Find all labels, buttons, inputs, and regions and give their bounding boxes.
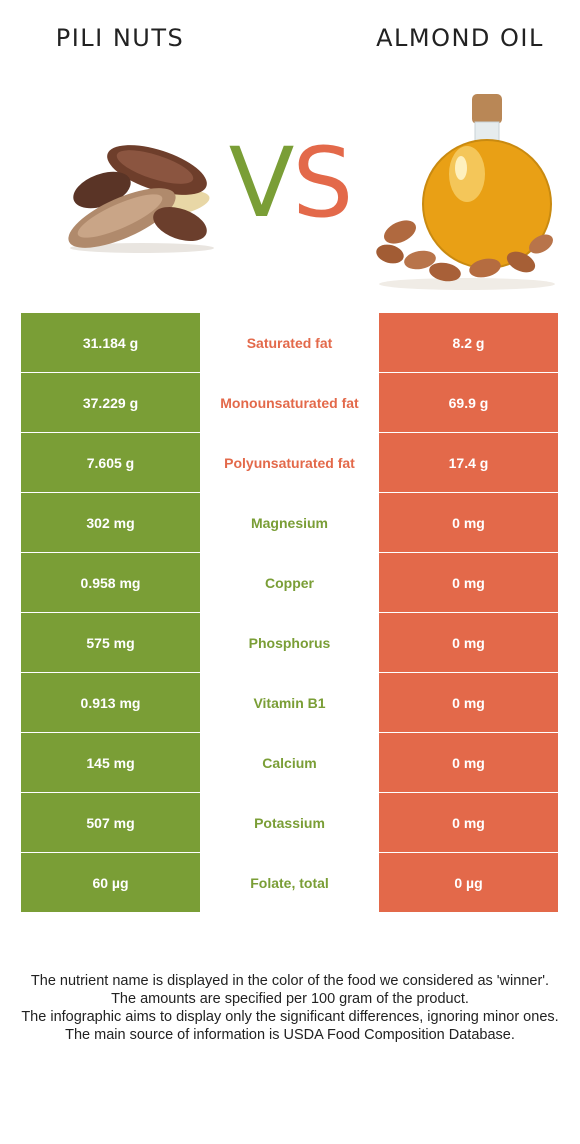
footer-line-4: The main source of information is USDA F… [65, 1027, 515, 1043]
left-value: 31.184 g [21, 313, 200, 373]
left-value: 60 µg [21, 852, 200, 913]
nutrient-name: Folate, total [200, 852, 379, 913]
nutrient-row: 7.605 g Polyunsaturated fat 17.4 g [21, 432, 558, 493]
nutrient-row: 0.958 mg Copper 0 mg [21, 552, 558, 613]
right-value: 0 mg [379, 612, 558, 673]
footer-line-1: The nutrient name is displayed in the co… [30, 973, 550, 989]
vs-v: V [228, 127, 295, 239]
pili-nuts-image [68, 145, 214, 253]
left-value: 0.958 mg [21, 552, 200, 613]
nutrient-row: 507 mg Potassium 0 mg [21, 792, 558, 853]
nutrient-name: Calcium [200, 732, 379, 793]
right-value: 69.9 g [379, 372, 558, 433]
right-value: 0 mg [379, 792, 558, 853]
footer-line-3: The infographic aims to display only the… [21, 1009, 559, 1025]
vs-s: S [292, 127, 353, 239]
footer-line-2: The amounts are specified per 100 gram o… [111, 991, 469, 1007]
left-value: 0.913 mg [21, 672, 200, 733]
nutrient-row: 37.229 g Monounsaturated fat 69.9 g [21, 372, 558, 433]
nutrient-name: Polyunsaturated fat [200, 432, 379, 493]
nutrient-name: Saturated fat [200, 313, 379, 373]
nutrient-row: 145 mg Calcium 0 mg [21, 732, 558, 793]
vs-label: VS [0, 128, 580, 238]
nutrient-row: 31.184 g Saturated fat 8.2 g [21, 313, 558, 373]
nutrient-row: 60 µg Folate, total 0 µg [21, 852, 558, 913]
comparison-table: 31.184 g Saturated fat 8.2 g 37.229 g Monoun… [21, 313, 558, 913]
left-value: 507 mg [21, 792, 200, 853]
nutrient-row: 575 mg Phosphorus 0 mg [21, 612, 558, 673]
nutrient-row: 302 mg Magnesium 0 mg [21, 492, 558, 553]
header: PILI NUTS ALMOND OIL VS [0, 0, 580, 300]
left-food-title: PILI NUTS [55, 24, 185, 52]
right-value: 0 µg [379, 852, 558, 913]
left-value: 575 mg [21, 612, 200, 673]
nutrient-name: Vitamin B1 [200, 672, 379, 733]
left-value: 302 mg [21, 492, 200, 553]
nutrient-name: Potassium [200, 792, 379, 853]
left-value: 145 mg [21, 732, 200, 793]
almond-oil-image [376, 94, 555, 290]
right-value: 17.4 g [379, 432, 558, 493]
left-value: 7.605 g [21, 432, 200, 493]
nutrient-name: Magnesium [200, 492, 379, 553]
nutrient-name: Copper [200, 552, 379, 613]
footer-notes: The nutrient name is displayed in the co… [16, 972, 564, 1044]
nutrient-name: Monounsaturated fat [200, 372, 379, 433]
right-value: 0 mg [379, 732, 558, 793]
nutrient-name: Phosphorus [200, 612, 379, 673]
right-value: 0 mg [379, 552, 558, 613]
left-value: 37.229 g [21, 372, 200, 433]
right-food-title: ALMOND OIL [376, 24, 544, 52]
nutrient-row: 0.913 mg Vitamin B1 0 mg [21, 672, 558, 733]
right-value: 0 mg [379, 672, 558, 733]
right-value: 0 mg [379, 492, 558, 553]
right-value: 8.2 g [379, 313, 558, 373]
